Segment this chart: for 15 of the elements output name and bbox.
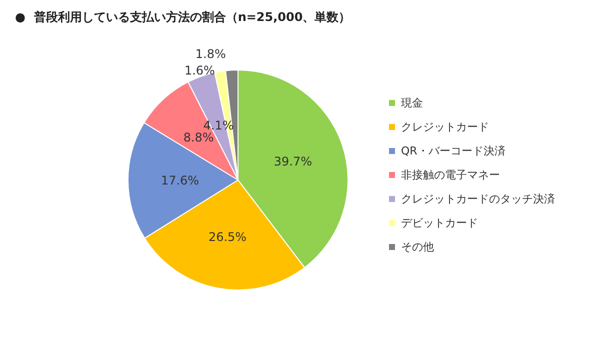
chart-title: ● 普段利用している支払い方法の割合（n=25,000、単数） bbox=[15, 10, 351, 24]
legend-label: デビットカード bbox=[401, 216, 478, 230]
legend-label: クレジットカード bbox=[401, 120, 489, 134]
legend-label: 現金 bbox=[401, 96, 423, 110]
data-label: 1.8% bbox=[195, 47, 226, 62]
legend-label: クレジットカードのタッチ決済 bbox=[401, 192, 555, 206]
data-label: 26.5% bbox=[208, 230, 247, 244]
legend-label: 非接触の電子マネー bbox=[401, 168, 500, 182]
data-label: 8.8% bbox=[183, 130, 214, 144]
legend-label: その他 bbox=[401, 240, 434, 254]
data-label: 17.6% bbox=[160, 173, 200, 188]
data-label: 39.7% bbox=[274, 154, 312, 168]
data-label: 4.1% bbox=[203, 118, 234, 132]
data-label: 1.6% bbox=[184, 63, 215, 78]
legend-label: QR・バーコード決済 bbox=[401, 144, 506, 158]
